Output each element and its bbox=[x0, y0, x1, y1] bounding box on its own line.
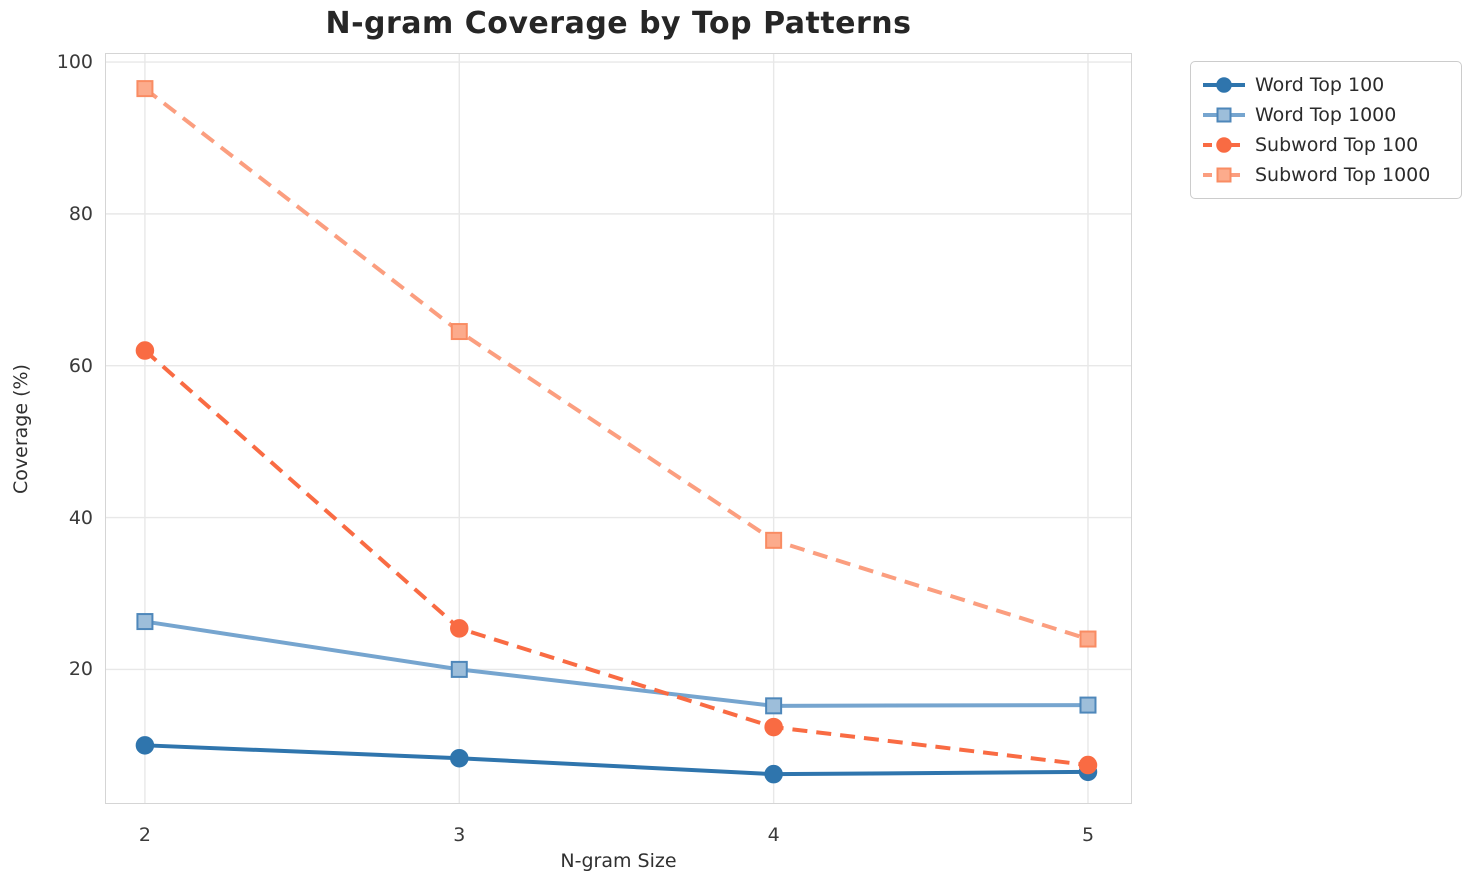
chart-plot-area bbox=[105, 53, 1132, 804]
legend: Word Top 100 Word Top 1000 Subword Top 1… bbox=[1190, 61, 1462, 199]
legend-item: Subword Top 1000 bbox=[1203, 160, 1449, 190]
series-line-1 bbox=[144, 619, 1088, 708]
legend-swatch-subword-top-100 bbox=[1203, 134, 1245, 156]
legend-label: Word Top 100 bbox=[1255, 74, 1385, 96]
data-point-marker bbox=[450, 323, 468, 341]
data-point-marker bbox=[135, 341, 155, 360]
data-point-marker bbox=[450, 748, 469, 768]
y-tick-label: 100 bbox=[56, 51, 93, 74]
data-point-marker bbox=[1079, 696, 1097, 714]
y-tick-label: 40 bbox=[68, 506, 93, 529]
legend-swatch-word-top-1000 bbox=[1203, 104, 1245, 126]
data-point-marker bbox=[450, 660, 468, 678]
data-point-marker bbox=[764, 764, 783, 784]
series-line-0 bbox=[144, 743, 1089, 777]
plot-frame bbox=[105, 53, 1132, 804]
page-title: N-gram Coverage by Top Patterns bbox=[325, 6, 912, 41]
legend-item: Word Top 100 bbox=[1203, 70, 1449, 100]
legend-swatch-word-top-100 bbox=[1203, 74, 1245, 96]
legend-square-marker-icon bbox=[1216, 107, 1232, 123]
y-tick-label: 20 bbox=[68, 658, 93, 681]
data-point-marker bbox=[1079, 630, 1097, 648]
x-tick-label: 2 bbox=[138, 824, 151, 846]
data-point-marker bbox=[765, 531, 783, 549]
legend-label: Word Top 1000 bbox=[1255, 104, 1397, 126]
data-point-marker bbox=[136, 80, 154, 98]
y-tick-label: 60 bbox=[68, 354, 93, 377]
x-axis-label: N-gram Size bbox=[560, 850, 677, 872]
x-tick-label: 3 bbox=[453, 824, 466, 846]
y-tick-label: 80 bbox=[68, 202, 93, 225]
data-point-marker bbox=[765, 697, 783, 715]
series-line-3 bbox=[143, 87, 1089, 641]
x-tick-label: 4 bbox=[767, 824, 780, 846]
legend-item: Subword Top 100 bbox=[1203, 130, 1449, 160]
data-point-marker bbox=[1078, 755, 1098, 775]
legend-item: Word Top 1000 bbox=[1203, 100, 1449, 130]
legend-label: Subword Top 1000 bbox=[1255, 164, 1431, 186]
legend-circle-marker-icon bbox=[1216, 77, 1232, 93]
data-point-marker bbox=[764, 717, 783, 737]
data-point-marker bbox=[136, 613, 154, 631]
series-line-2 bbox=[143, 349, 1089, 768]
x-tick-label: 5 bbox=[1081, 824, 1095, 846]
legend-circle-marker-icon bbox=[1216, 137, 1232, 153]
data-point-marker bbox=[450, 619, 469, 638]
legend-label: Subword Top 100 bbox=[1255, 134, 1419, 156]
legend-swatch-subword-top-1000 bbox=[1203, 164, 1245, 186]
y-axis-label: Coverage (%) bbox=[10, 364, 32, 494]
data-point-marker bbox=[135, 736, 155, 755]
legend-square-marker-icon bbox=[1216, 167, 1232, 183]
